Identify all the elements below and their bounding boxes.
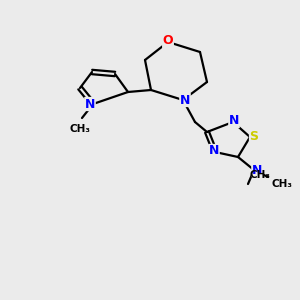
Text: CH₃: CH₃	[272, 179, 293, 189]
Text: O: O	[163, 34, 173, 47]
Text: N: N	[252, 164, 262, 176]
Text: N: N	[229, 115, 239, 128]
Text: N: N	[85, 98, 95, 110]
Text: CH₃: CH₃	[70, 124, 91, 134]
Text: N: N	[209, 145, 219, 158]
Text: CH₃: CH₃	[250, 170, 271, 180]
Text: N: N	[180, 94, 190, 106]
Text: S: S	[250, 130, 259, 142]
